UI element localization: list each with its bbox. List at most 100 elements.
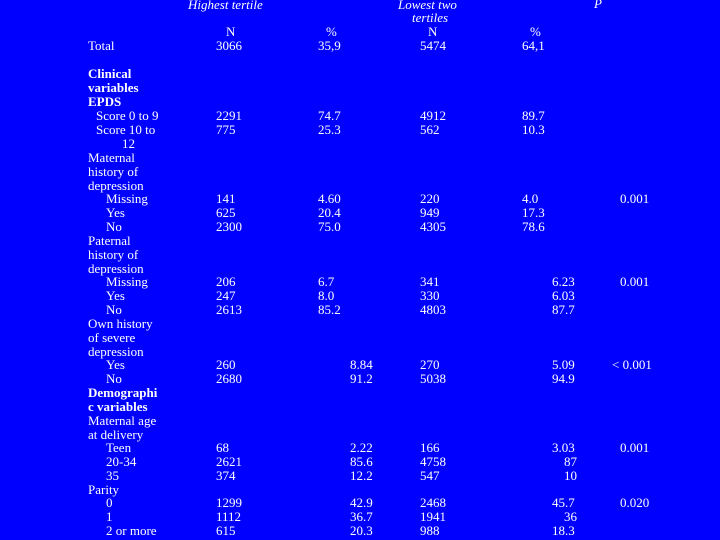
cell-n1: 206	[216, 274, 236, 289]
cell-pct2: 64,1	[522, 38, 545, 53]
cell-pct1: 25.3	[318, 122, 341, 137]
cell-pct2: 87	[564, 454, 577, 469]
cell-pct1: 75.0	[318, 219, 341, 234]
row-label: 20-34	[106, 454, 137, 469]
group-heading: Own history	[88, 316, 153, 331]
cell-p: 0.001	[620, 274, 650, 289]
cell-n1: 775	[216, 122, 236, 137]
section-heading: c variables	[88, 399, 148, 414]
cell-n2: 562	[420, 122, 440, 137]
cell-n2: 547	[420, 468, 440, 483]
cell-n2: 4803	[420, 302, 446, 317]
row-label: Missing	[106, 274, 148, 289]
cell-pct2: 78.6	[522, 219, 545, 234]
cell-n2: 220	[420, 191, 440, 206]
row-label: Missing	[106, 191, 148, 206]
cell-pct1: 20.3	[350, 523, 373, 538]
cell-pct1: 12.2	[350, 468, 373, 483]
section-heading: Demographi	[88, 385, 158, 400]
cell-n1: 615	[216, 523, 236, 538]
cell-pct2: 17.3	[522, 205, 545, 220]
cell-pct1: 35,9	[318, 38, 341, 53]
row-label: No	[106, 219, 122, 234]
group-heading: at delivery	[88, 427, 144, 442]
cell-n1: 68	[216, 440, 229, 455]
cell-n1: 2621	[216, 454, 242, 469]
cell-n2: 270	[420, 357, 440, 372]
row-label: Yes	[106, 357, 125, 372]
cell-p: 0.020	[620, 495, 650, 510]
group-heading: history of	[88, 164, 139, 179]
section-heading: variables	[88, 80, 139, 95]
cell-pct1: 2.22	[350, 440, 373, 455]
cell-pct2: 10	[564, 468, 577, 483]
row-label: 2 or more	[106, 523, 157, 538]
header-highest-tertile: Highest tertile	[188, 0, 263, 12]
header-n1: N	[226, 24, 236, 39]
row-label: 12	[122, 136, 135, 151]
group-heading: depression	[88, 178, 144, 193]
cell-pct2: 10.3	[522, 122, 545, 137]
row-label: Yes	[106, 288, 125, 303]
group-heading: history of	[88, 247, 139, 262]
row-label: Total	[88, 38, 115, 53]
cell-pct2: 36	[564, 509, 577, 524]
cell-n1: 3066	[216, 38, 242, 53]
cell-pct1: 91.2	[350, 371, 373, 386]
cell-n2: 949	[420, 205, 440, 220]
cell-pct1: 8.84	[350, 357, 373, 372]
row-label: 0	[106, 495, 113, 510]
group-heading: depression	[88, 344, 144, 359]
row-label: Score 0 to 9	[96, 108, 159, 123]
cell-n2: 5038	[420, 371, 446, 386]
row-label: Score 10 to	[96, 122, 156, 137]
row-label: Yes	[106, 205, 125, 220]
row-label: No	[106, 371, 122, 386]
cell-pct1: 74.7	[318, 108, 341, 123]
cell-pct2: 5.09	[552, 357, 575, 372]
cell-pct1: 42.9	[350, 495, 373, 510]
cell-n2: 4758	[420, 454, 446, 469]
cell-n1: 260	[216, 357, 236, 372]
cell-n2: 5474	[420, 38, 446, 53]
cell-pct2: 3.03	[552, 440, 575, 455]
group-heading: depression	[88, 261, 144, 276]
cell-p: 0.001	[620, 440, 650, 455]
cell-pct2: 87.7	[552, 302, 575, 317]
header-pct2: %	[530, 24, 541, 39]
cell-n1: 1112	[216, 509, 242, 524]
cell-n1: 2291	[216, 108, 242, 123]
cell-pct1: 85.2	[318, 302, 341, 317]
cell-n1: 247	[216, 288, 236, 303]
cell-n1: 2680	[216, 371, 242, 386]
cell-pct1: 20.4	[318, 205, 341, 220]
cell-n2: 1941	[420, 509, 446, 524]
cell-n2: 2468	[420, 495, 446, 510]
cell-n2: 166	[420, 440, 440, 455]
row-label: 35	[106, 468, 119, 483]
cell-n2: 330	[420, 288, 440, 303]
row-label: No	[106, 302, 122, 317]
cell-n1: 2613	[216, 302, 242, 317]
row-label: 1	[106, 509, 113, 524]
header-p: P	[594, 0, 602, 11]
cell-p: < 0.001	[612, 357, 652, 372]
cell-pct2: 45.7	[552, 495, 575, 510]
header-pct1: %	[326, 24, 337, 39]
cell-n1: 625	[216, 205, 236, 220]
section-heading: Clinical	[88, 66, 132, 81]
cell-pct2: 89.7	[522, 108, 545, 123]
header-tertiles: tertiles	[412, 10, 449, 25]
cell-pct1: 85.6	[350, 454, 373, 469]
cell-pct2: 94.9	[552, 371, 575, 386]
cell-n1: 141	[216, 191, 236, 206]
cell-n2: 341	[420, 274, 440, 289]
cell-pct1: 6.7	[318, 274, 335, 289]
cell-n2: 4305	[420, 219, 446, 234]
group-heading: Paternal	[88, 233, 131, 248]
cell-pct2: 4.0	[522, 191, 539, 206]
group-heading: of severe	[88, 330, 136, 345]
group-heading: EPDS	[88, 94, 122, 109]
header-lowest-two: Lowest two	[398, 0, 457, 12]
